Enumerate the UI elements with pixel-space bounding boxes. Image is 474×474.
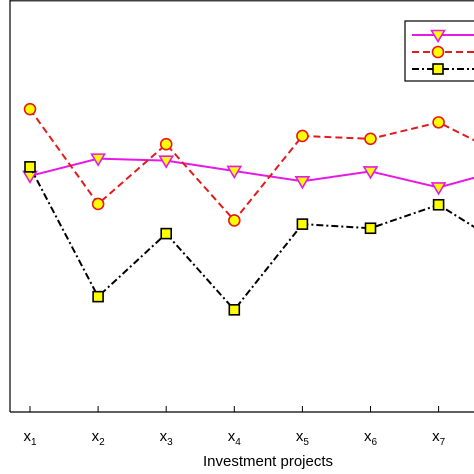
legend	[404, 20, 474, 82]
data-point	[296, 218, 309, 230]
plot-axes	[9, 0, 474, 413]
x-tick-label: x7	[432, 428, 446, 448]
data-point	[430, 182, 447, 196]
x-tick-label: x1	[23, 428, 37, 448]
series-line	[29, 157, 474, 189]
data-point	[159, 137, 173, 151]
data-point	[228, 304, 241, 316]
data-point	[90, 153, 107, 167]
series-1	[22, 153, 474, 196]
x-tick-label: x6	[364, 428, 378, 448]
x-tick-label: x4	[228, 428, 242, 448]
data-point	[160, 227, 172, 240]
data-point	[296, 129, 309, 143]
legend-marker	[430, 29, 446, 44]
x-ticks: x1x2x3x4x5x6x7x8	[23, 406, 446, 448]
series-2	[23, 102, 474, 227]
data-point	[23, 102, 37, 116]
series-3	[24, 161, 474, 316]
data-point	[362, 166, 379, 180]
data-point	[364, 132, 377, 146]
legend-marker	[432, 63, 444, 75]
series-line	[29, 108, 474, 222]
data-point	[364, 222, 377, 235]
data-point	[24, 161, 36, 173]
series-line	[29, 166, 474, 312]
data-point	[226, 165, 243, 180]
x-tick-label: x5	[296, 428, 310, 448]
x-tick-label: x2	[92, 428, 106, 448]
data-point	[432, 116, 445, 129]
data-point	[228, 214, 241, 227]
data-point	[92, 290, 104, 303]
legend-marker	[431, 45, 445, 59]
data-point	[432, 198, 445, 211]
x-tick-label: x3	[160, 428, 174, 448]
x-axis-label: Investment projects	[203, 453, 333, 470]
data-point	[158, 155, 175, 169]
data-point	[91, 197, 105, 211]
data-point	[294, 175, 311, 190]
series-lines	[22, 102, 474, 316]
